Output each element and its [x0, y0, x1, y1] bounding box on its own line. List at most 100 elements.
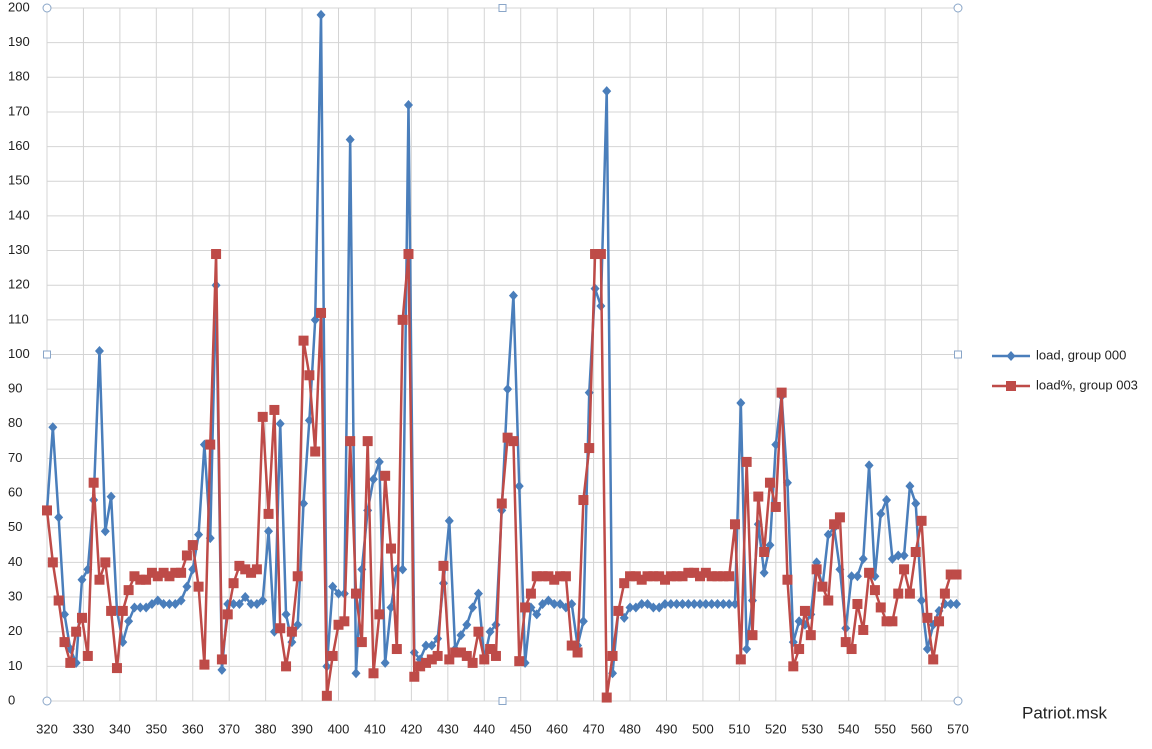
- y-tick-label: 200: [8, 0, 30, 14]
- marker: [123, 585, 134, 596]
- marker: [917, 595, 927, 606]
- marker: [217, 664, 227, 675]
- marker: [911, 498, 921, 509]
- y-tick-label: 60: [8, 485, 22, 500]
- marker: [817, 581, 828, 592]
- marker: [648, 571, 659, 582]
- marker: [94, 346, 104, 357]
- x-tick-label: 390: [291, 721, 313, 736]
- marker: [54, 512, 64, 523]
- x-tick-label: 500: [692, 721, 714, 736]
- marker: [444, 515, 454, 526]
- marker: [415, 661, 426, 672]
- marker: [427, 640, 437, 651]
- y-tick-label: 190: [8, 34, 30, 49]
- marker: [764, 477, 775, 488]
- marker: [473, 626, 484, 637]
- series: [42, 9, 962, 679]
- marker: [281, 661, 292, 672]
- marker: [398, 564, 408, 575]
- legend-label: load%, group 003: [1036, 377, 1138, 392]
- marker: [823, 529, 833, 540]
- marker: [788, 661, 799, 672]
- x-tick-label: 550: [874, 721, 896, 736]
- marker: [362, 436, 373, 447]
- marker: [905, 481, 915, 492]
- marker: [275, 418, 285, 429]
- marker: [811, 564, 822, 575]
- marker: [666, 598, 676, 609]
- y-tick-label: 120: [8, 277, 30, 292]
- marker: [607, 650, 618, 661]
- marker: [111, 663, 122, 674]
- series: [42, 249, 962, 703]
- marker: [380, 470, 391, 481]
- marker: [264, 526, 274, 537]
- marker: [1006, 381, 1016, 391]
- marker: [117, 605, 128, 616]
- marker: [695, 598, 705, 609]
- marker: [671, 571, 682, 582]
- y-tick-label: 150: [8, 173, 30, 188]
- marker: [858, 624, 869, 635]
- marker: [234, 598, 244, 609]
- marker: [333, 619, 344, 630]
- marker: [106, 605, 117, 616]
- y-tick-label: 40: [8, 554, 22, 569]
- marker: [181, 550, 192, 561]
- y-tick-label: 170: [8, 103, 30, 118]
- marker: [718, 598, 728, 609]
- marker: [467, 657, 478, 668]
- marker: [741, 456, 752, 467]
- marker: [525, 588, 536, 599]
- y-tick-label: 160: [8, 138, 30, 153]
- marker: [613, 605, 624, 616]
- x-tick-label: 460: [546, 721, 568, 736]
- marker: [701, 598, 711, 609]
- marker: [106, 491, 116, 502]
- marker: [450, 647, 461, 658]
- marker: [805, 630, 816, 641]
- marker: [222, 609, 233, 620]
- marker: [910, 547, 921, 558]
- y-tick-label: 70: [8, 450, 22, 465]
- marker: [216, 654, 227, 665]
- marker: [882, 495, 892, 506]
- marker: [455, 647, 466, 658]
- x-tick-label: 420: [401, 721, 423, 736]
- y-tick-label: 180: [8, 69, 30, 84]
- marker: [718, 571, 729, 582]
- marker: [875, 602, 886, 613]
- marker: [286, 626, 297, 637]
- marker: [473, 588, 483, 599]
- marker: [269, 404, 280, 415]
- marker: [135, 574, 146, 585]
- x-tick-label: 450: [510, 721, 532, 736]
- marker: [420, 657, 431, 668]
- marker: [421, 640, 431, 651]
- marker: [321, 690, 332, 701]
- marker: [53, 595, 64, 606]
- marker: [712, 571, 723, 582]
- marker: [159, 598, 169, 609]
- marker: [310, 446, 321, 457]
- x-tick-label: 430: [437, 721, 459, 736]
- marker: [595, 249, 606, 260]
- y-tick-label: 50: [8, 519, 22, 534]
- marker: [176, 567, 187, 578]
- marker: [736, 398, 746, 409]
- marker: [858, 553, 868, 564]
- x-tick-label: 370: [218, 721, 240, 736]
- legend-label: load, group 000: [1036, 347, 1126, 362]
- marker: [899, 564, 910, 575]
- marker: [152, 571, 163, 582]
- marker: [263, 508, 274, 519]
- marker: [88, 477, 99, 488]
- marker: [689, 567, 700, 578]
- marker: [496, 498, 507, 509]
- handle: [954, 350, 962, 359]
- marker: [369, 474, 379, 485]
- marker: [59, 609, 69, 620]
- handle: [498, 4, 507, 12]
- marker: [234, 560, 245, 571]
